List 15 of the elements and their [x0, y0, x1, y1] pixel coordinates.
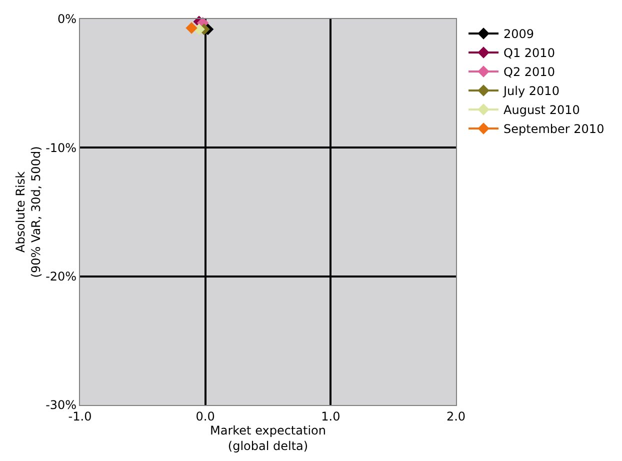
legend-label: Q1 2010: [504, 46, 555, 60]
legend-label: September 2010: [504, 122, 604, 136]
y-tick-label: -10%: [46, 140, 77, 155]
legend-label: 2009: [504, 27, 534, 42]
x-axis-title: Market expectation (global delta): [210, 423, 326, 453]
y-tick-label: 0%: [58, 12, 77, 26]
y-axis-title: Absolute Risk (90% VaR, 30d, 500d): [13, 146, 43, 278]
point: [186, 22, 198, 34]
legend-label: August 2010: [504, 103, 580, 118]
legend-label: Q2 2010: [504, 65, 555, 80]
y-tick-label: -20%: [46, 270, 77, 284]
x-tick-label: 2.0: [446, 409, 466, 424]
x-tick-label: 0.0: [196, 409, 215, 424]
x-tick-label: 1.0: [321, 409, 340, 424]
legend-label: July 2010: [502, 84, 560, 98]
